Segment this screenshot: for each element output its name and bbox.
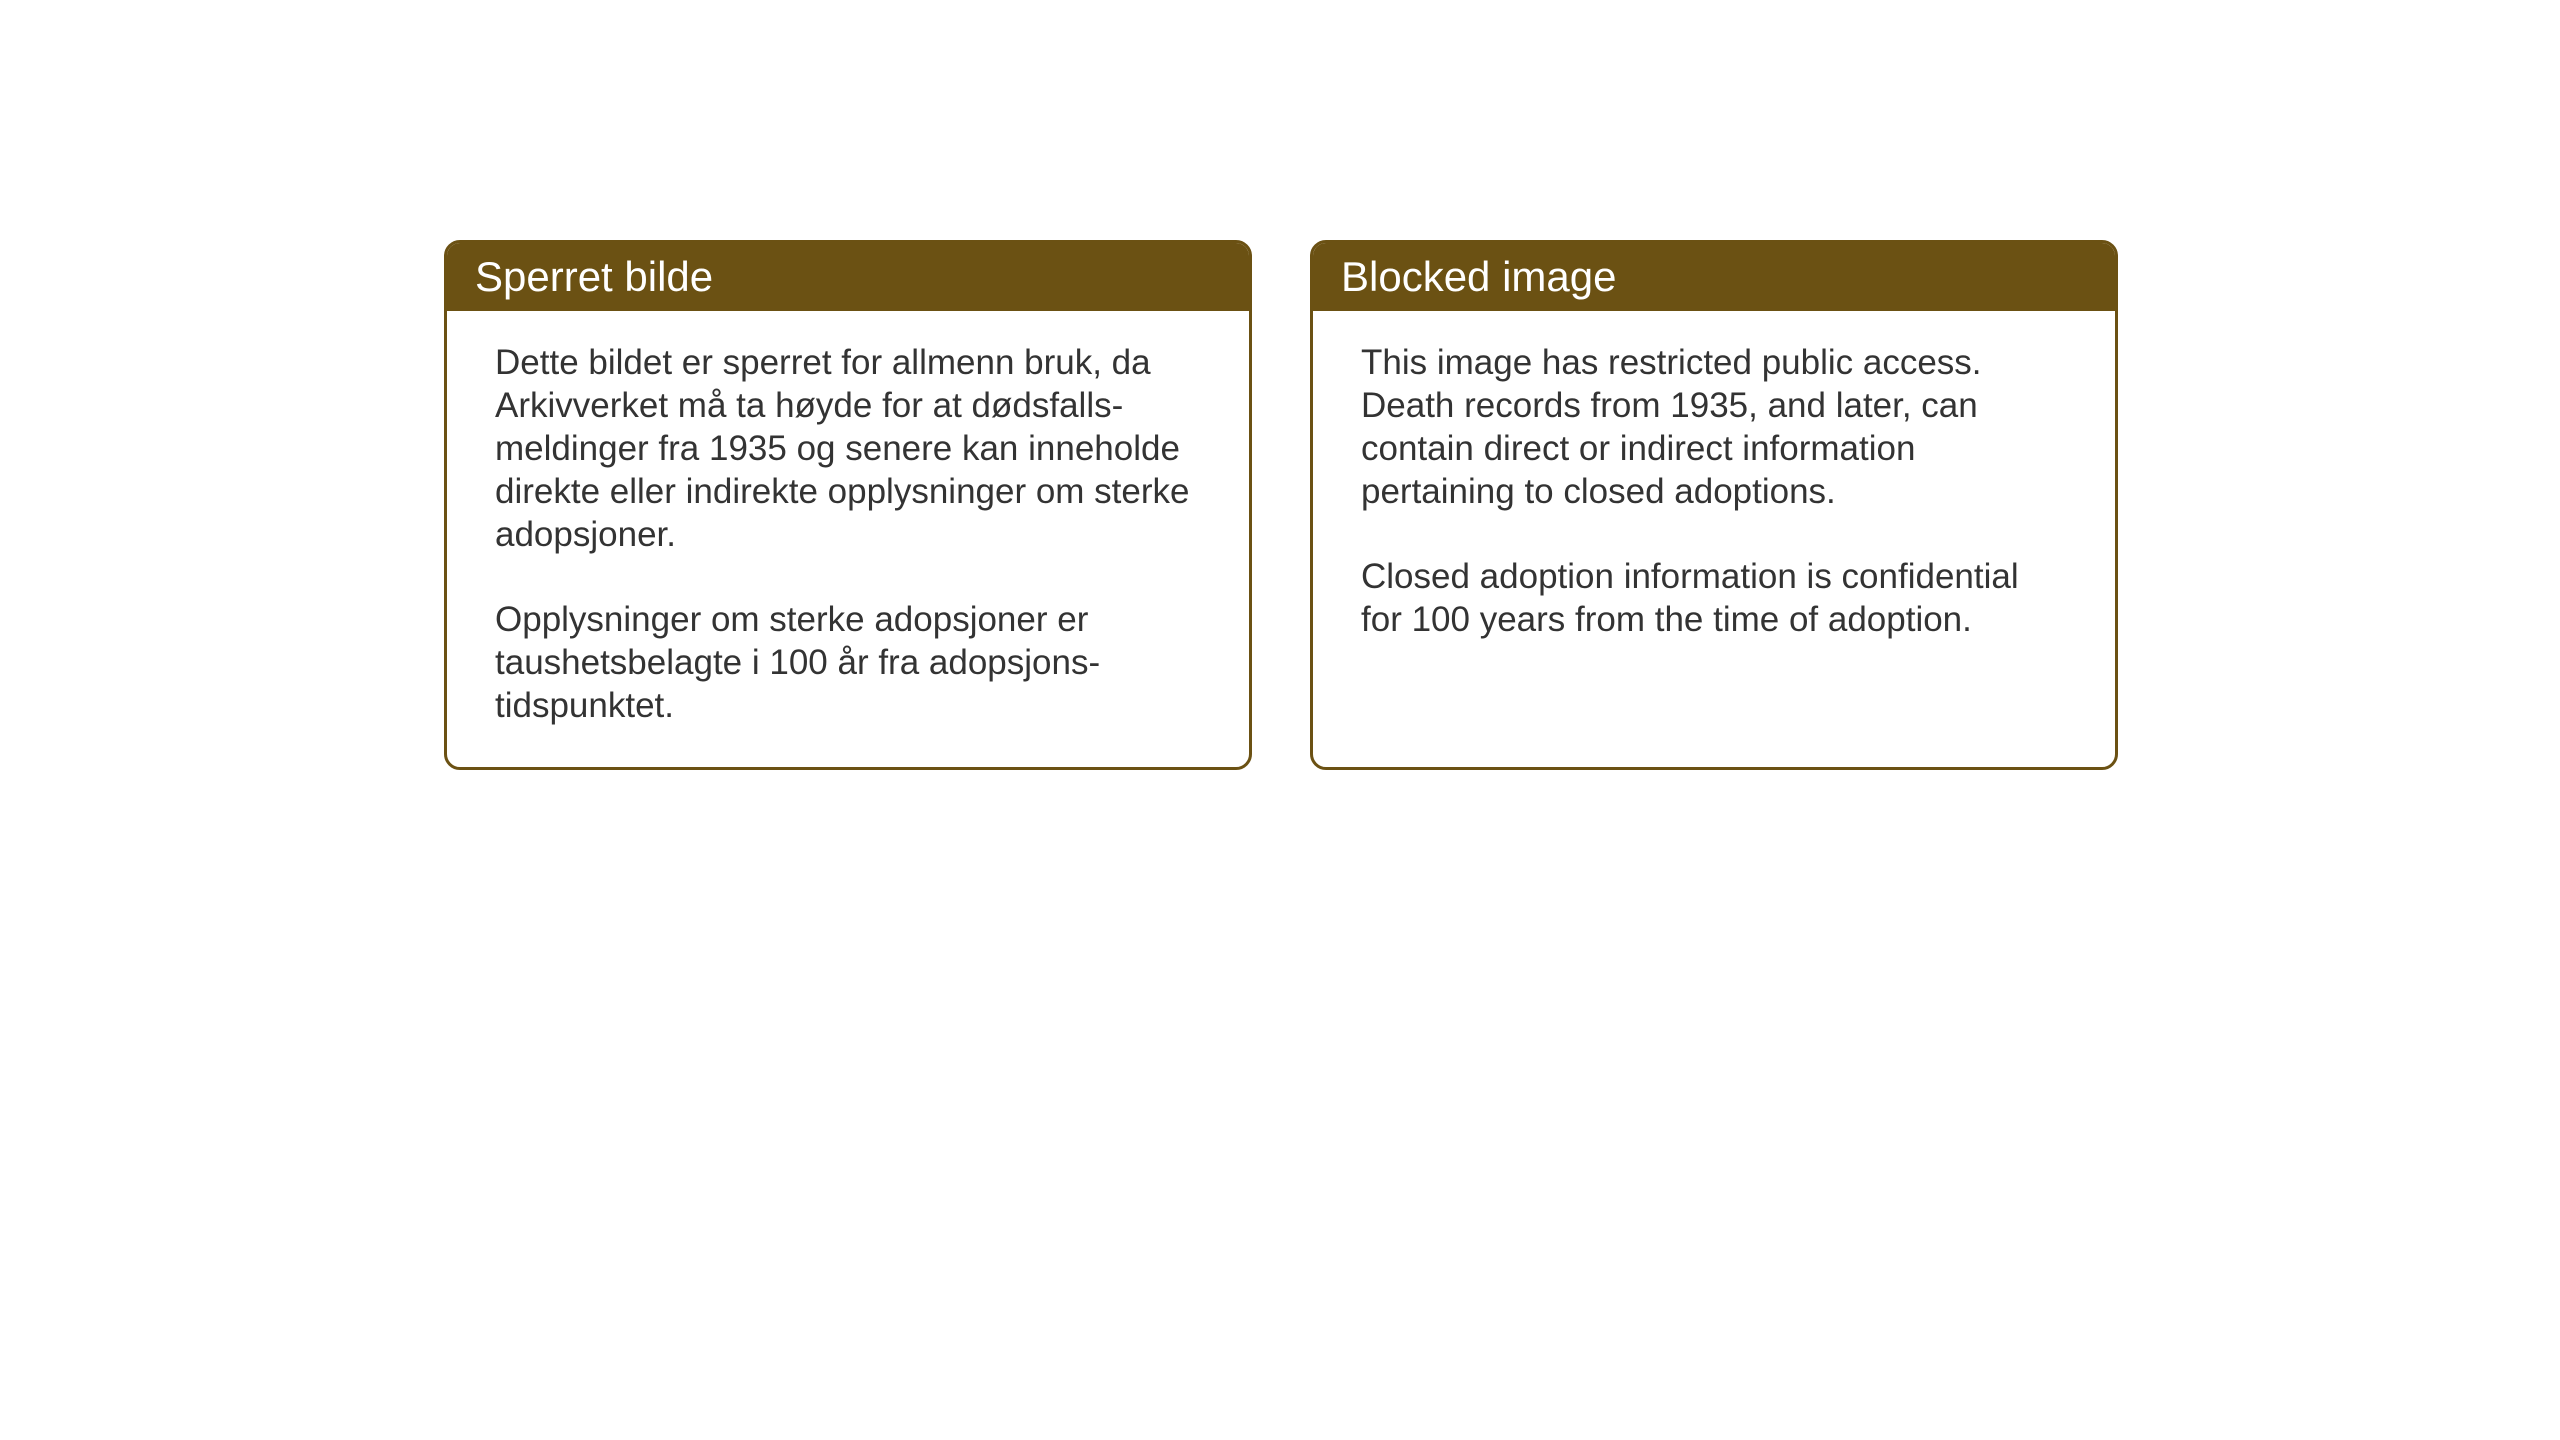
english-card-title: Blocked image (1313, 243, 2115, 311)
english-card-body: This image has restricted public access.… (1313, 311, 2115, 751)
english-paragraph-2: Closed adoption information is confident… (1361, 555, 2067, 641)
norwegian-notice-card: Sperret bilde Dette bildet er sperret fo… (444, 240, 1252, 770)
notice-container: Sperret bilde Dette bildet er sperret fo… (444, 240, 2118, 770)
norwegian-paragraph-1: Dette bildet er sperret for allmenn bruk… (495, 341, 1201, 556)
english-paragraph-1: This image has restricted public access.… (1361, 341, 2067, 513)
english-notice-card: Blocked image This image has restricted … (1310, 240, 2118, 770)
norwegian-card-body: Dette bildet er sperret for allmenn bruk… (447, 311, 1249, 767)
norwegian-paragraph-2: Opplysninger om sterke adopsjoner er tau… (495, 598, 1201, 727)
norwegian-card-title: Sperret bilde (447, 243, 1249, 311)
